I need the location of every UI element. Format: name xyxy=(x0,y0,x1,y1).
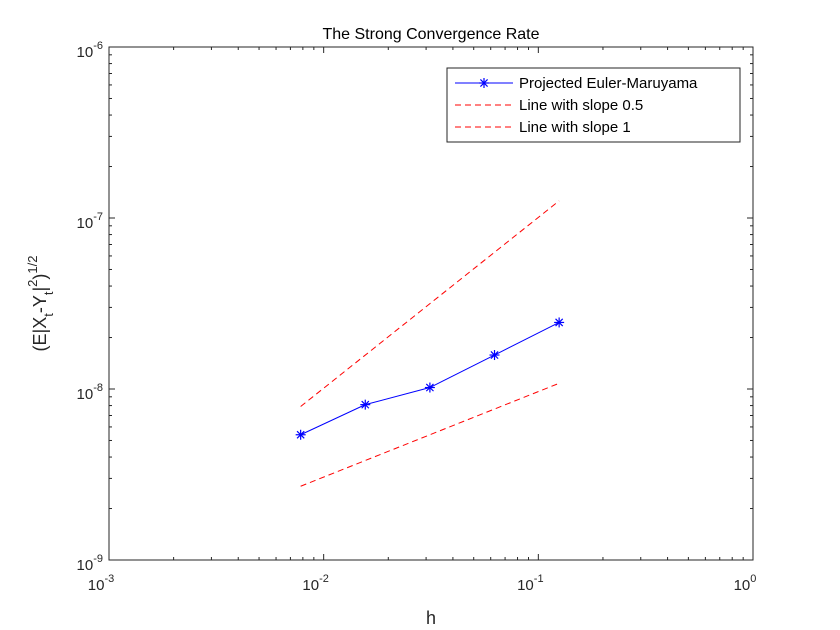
legend: Projected Euler-Maruyama Line with slope … xyxy=(446,67,741,143)
y-axis-label: (E|Xt-Yt|2)1/2 xyxy=(25,256,56,352)
data-point xyxy=(424,382,435,393)
y-label-bar: | xyxy=(30,287,50,292)
x-tick-label: 100 xyxy=(734,573,757,594)
x-tick-label: 10-3 xyxy=(88,573,114,594)
y-label-sup-half: 1/2 xyxy=(25,256,40,274)
y-label-sub-t1: t xyxy=(41,313,56,317)
y-label-close: ) xyxy=(30,274,50,280)
legend-item: Line with slope 0.5 xyxy=(455,97,643,114)
y-tick-label: 10-9 xyxy=(77,553,103,574)
y-tick-label: 10-7 xyxy=(77,211,103,232)
x-tick-label: 10-1 xyxy=(517,573,543,594)
legend-marker xyxy=(479,78,489,88)
legend-label: Line with slope 0.5 xyxy=(519,97,643,114)
y-tick-label: 10-6 xyxy=(77,40,103,61)
chart-title: The Strong Convergence Rate xyxy=(322,26,539,43)
y-label-sub-t2: t xyxy=(41,291,56,295)
legend-item: Line with slope 1 xyxy=(455,119,631,136)
y-tick-label: 10-8 xyxy=(77,382,103,403)
y-label-minus: -Y xyxy=(30,295,50,313)
x-tick-label: 10-2 xyxy=(302,573,328,594)
y-label-sup-2: 2 xyxy=(25,280,40,287)
data-point xyxy=(360,399,371,410)
legend-label: Projected Euler-Maruyama xyxy=(519,75,698,92)
y-label-open: (E|X xyxy=(30,317,50,352)
series-line-3 xyxy=(300,200,560,407)
x-axis-label: h xyxy=(426,608,436,628)
data-point xyxy=(489,350,500,361)
data-point xyxy=(295,429,306,440)
axis-ticks: 10-3 10-2 10-1 100 10-9 10-8 10-7 10-6 xyxy=(77,40,757,594)
series-group xyxy=(295,200,565,487)
series-line-2 xyxy=(300,382,560,487)
legend-item: Projected Euler-Maruyama xyxy=(455,75,698,92)
legend-label: Line with slope 1 xyxy=(519,119,631,136)
data-point xyxy=(554,317,565,328)
